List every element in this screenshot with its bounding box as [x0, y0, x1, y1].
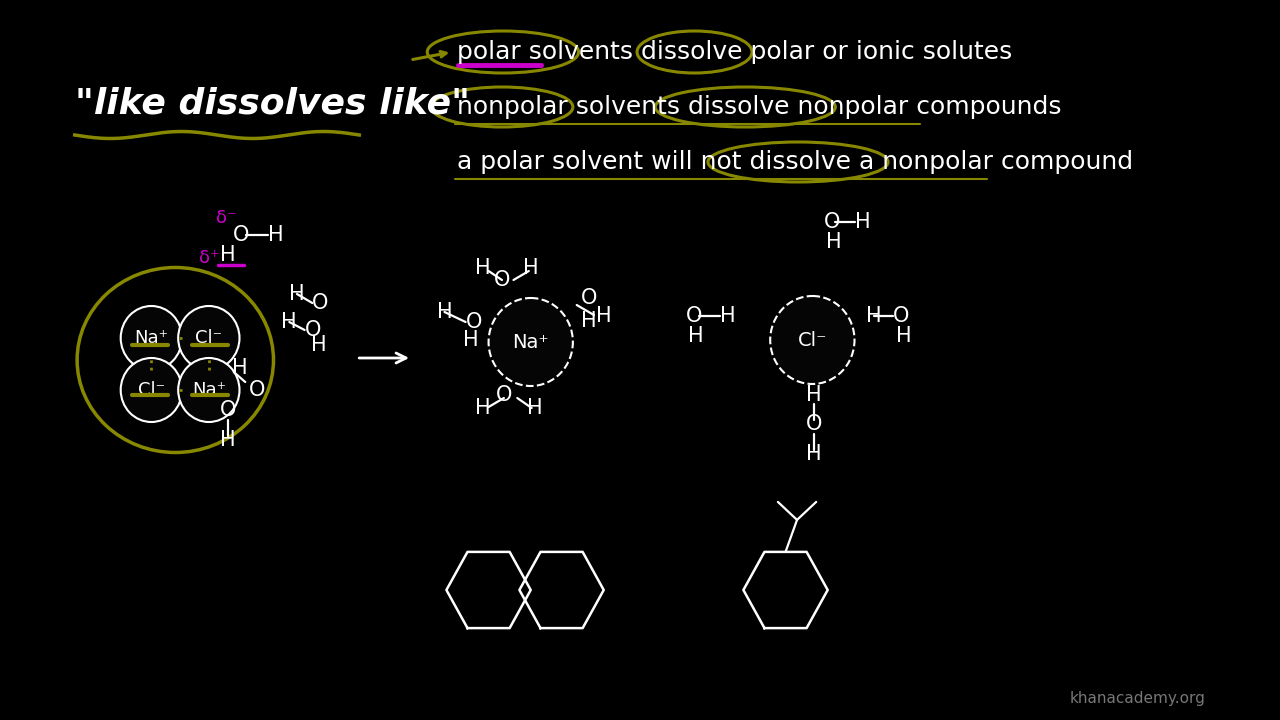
Text: H: H	[475, 258, 490, 278]
Text: H: H	[220, 430, 236, 450]
Text: H: H	[855, 212, 870, 232]
Text: H: H	[289, 284, 305, 304]
Text: H: H	[232, 358, 247, 378]
Text: khanacademy.org: khanacademy.org	[1069, 691, 1206, 706]
Text: polar solvents dissolve polar or ionic solutes: polar solvents dissolve polar or ionic s…	[457, 40, 1012, 64]
Text: H: H	[475, 398, 490, 418]
Text: O: O	[495, 385, 512, 405]
Text: H: H	[269, 225, 284, 245]
Text: O: O	[824, 212, 840, 232]
Text: O: O	[893, 306, 909, 326]
Text: O: O	[581, 288, 596, 308]
Text: H: H	[524, 258, 539, 278]
Circle shape	[120, 306, 182, 370]
Text: H: H	[581, 311, 596, 331]
Text: H: H	[462, 330, 479, 350]
Text: δ⁺: δ⁺	[200, 249, 220, 267]
Text: H: H	[721, 306, 736, 326]
Text: O: O	[686, 306, 703, 326]
Text: a polar solvent will not dissolve a nonpolar compound: a polar solvent will not dissolve a nonp…	[457, 150, 1133, 174]
Text: O: O	[312, 293, 329, 313]
Text: nonpolar solvents dissolve nonpolar compounds: nonpolar solvents dissolve nonpolar comp…	[457, 95, 1061, 119]
Text: H: H	[220, 245, 236, 265]
Circle shape	[120, 358, 182, 422]
Text: H: H	[896, 326, 911, 346]
Text: δ⁻: δ⁻	[215, 209, 236, 227]
Text: O: O	[806, 414, 823, 434]
Circle shape	[178, 358, 239, 422]
Text: H: H	[826, 232, 841, 252]
Text: O: O	[305, 320, 321, 340]
Text: O: O	[233, 225, 250, 245]
Text: H: H	[527, 398, 543, 418]
Text: H: H	[867, 306, 882, 326]
Text: H: H	[311, 335, 326, 355]
Circle shape	[178, 306, 239, 370]
Text: H: H	[806, 385, 822, 405]
Text: H: H	[280, 312, 296, 332]
Text: H: H	[596, 306, 612, 326]
Text: Na⁺: Na⁺	[134, 329, 169, 347]
Text: H: H	[436, 302, 452, 322]
Circle shape	[771, 296, 855, 384]
Text: Na⁺: Na⁺	[512, 333, 549, 351]
Text: "like dissolves like": "like dissolves like"	[74, 86, 470, 120]
Text: Cl⁻: Cl⁻	[196, 329, 223, 347]
Text: Cl⁻: Cl⁻	[138, 381, 165, 399]
Text: O: O	[220, 400, 237, 420]
Circle shape	[489, 298, 573, 386]
Text: H: H	[687, 326, 704, 346]
Text: Na⁺: Na⁺	[192, 381, 225, 399]
Text: Cl⁻: Cl⁻	[797, 330, 827, 349]
Text: O: O	[250, 380, 265, 400]
Text: O: O	[466, 312, 483, 332]
Text: O: O	[494, 270, 511, 290]
Text: H: H	[806, 444, 822, 464]
